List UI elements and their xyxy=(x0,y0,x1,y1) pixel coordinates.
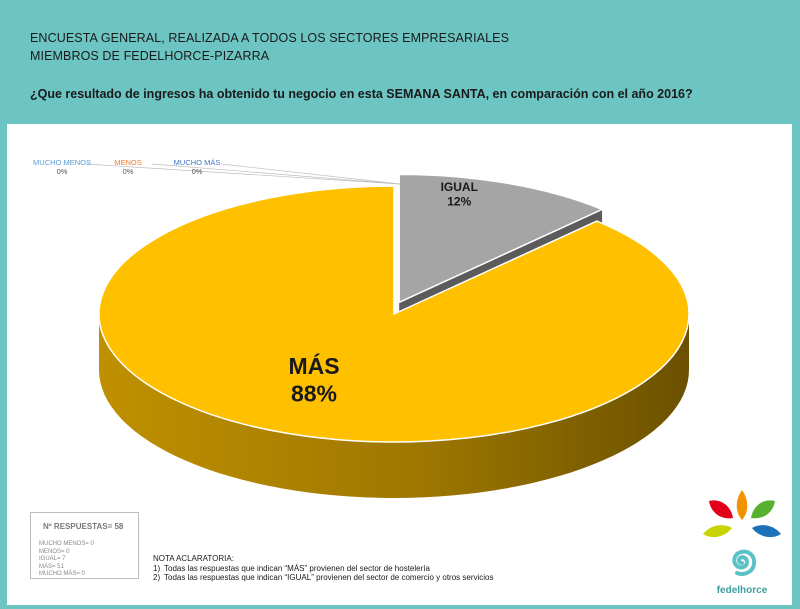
note-block: NOTA ACLARATORIA: 1) Todas las respuestas… xyxy=(153,554,494,583)
responses-list: MUCHO MENOS= 0 MENOS= 0 IGUAL= 7 MÁS= 51… xyxy=(39,541,94,579)
logo-icon xyxy=(703,490,781,576)
label-mucho-menos-value: 0% xyxy=(56,167,68,176)
note-title: NOTA ACLARATORIA: xyxy=(153,554,234,563)
survey-title-line-2: MIEMBROS DE FEDELHORCE-PIZARRA xyxy=(30,49,270,63)
survey-question: ¿Que resultado de ingresos ha obtenido t… xyxy=(30,87,693,101)
pie-side-más xyxy=(99,314,689,498)
pie-slice-más xyxy=(98,185,690,443)
slice-label-más: MÁS xyxy=(288,352,339,379)
survey-title-line-1: ENCUESTA GENERAL, REALIZADA A TODOS LOS … xyxy=(30,31,510,45)
chart-panel: IGUAL 12% MÁS 88% MUCHO MENOS 0% MENOS 0% M… xyxy=(7,124,792,605)
label-menos-value: 0% xyxy=(122,167,134,176)
label-mucho-menos-name: MUCHO MENOS xyxy=(33,158,91,167)
leader-line xyxy=(220,163,401,185)
slice-value-más: 88% xyxy=(291,381,337,407)
label-mucho-mas-value: 0% xyxy=(191,167,203,176)
label-menos: MENOS 0% xyxy=(88,158,168,176)
logo-text: fedelhorce xyxy=(716,585,768,596)
leader-line xyxy=(151,163,401,185)
response-line: MENOS= 0 xyxy=(39,548,70,555)
response-line: MUCHO MENOS= 0 xyxy=(39,541,94,547)
label-mucho-mas-name: MUCHO MÁS xyxy=(173,158,221,167)
note-text: Todas las respuestas que indican “MÁS” p… xyxy=(164,563,430,573)
slice-value-igual: 12% xyxy=(447,195,471,209)
response-line: MUCHO MÁS= 0 xyxy=(39,571,85,577)
pie-slice-igual xyxy=(398,173,604,304)
response-line: IGUAL= 7 xyxy=(39,556,66,562)
response-line: MÁS= 51 xyxy=(39,563,64,570)
label-mucho-menos: MUCHO MENOS 0% xyxy=(22,158,102,176)
leader-line xyxy=(85,163,401,185)
note-number: 2) xyxy=(153,573,161,583)
label-mucho-mas: MUCHO MÁS 0% xyxy=(157,158,237,176)
note-item: 2) Todas las respuestas que indican “IGUA… xyxy=(153,573,494,583)
fedelhorce-logo: fedelhorce xyxy=(697,484,787,602)
responses-title: Nº RESPUESTAS= 58 xyxy=(43,522,124,531)
note-item: 1) Todas las respuestas que indican “MÁS”… xyxy=(153,564,494,574)
label-menos-name: MENOS xyxy=(114,158,142,167)
note-text: Todas las respuestas que indican “IGUAL”… xyxy=(164,573,494,583)
slice-label-igual: IGUAL xyxy=(441,180,478,194)
note-number: 1) xyxy=(153,563,161,573)
responses-box: Nº RESPUESTAS= 58 MUCHO MENOS= 0 MENOS= … xyxy=(30,512,139,579)
